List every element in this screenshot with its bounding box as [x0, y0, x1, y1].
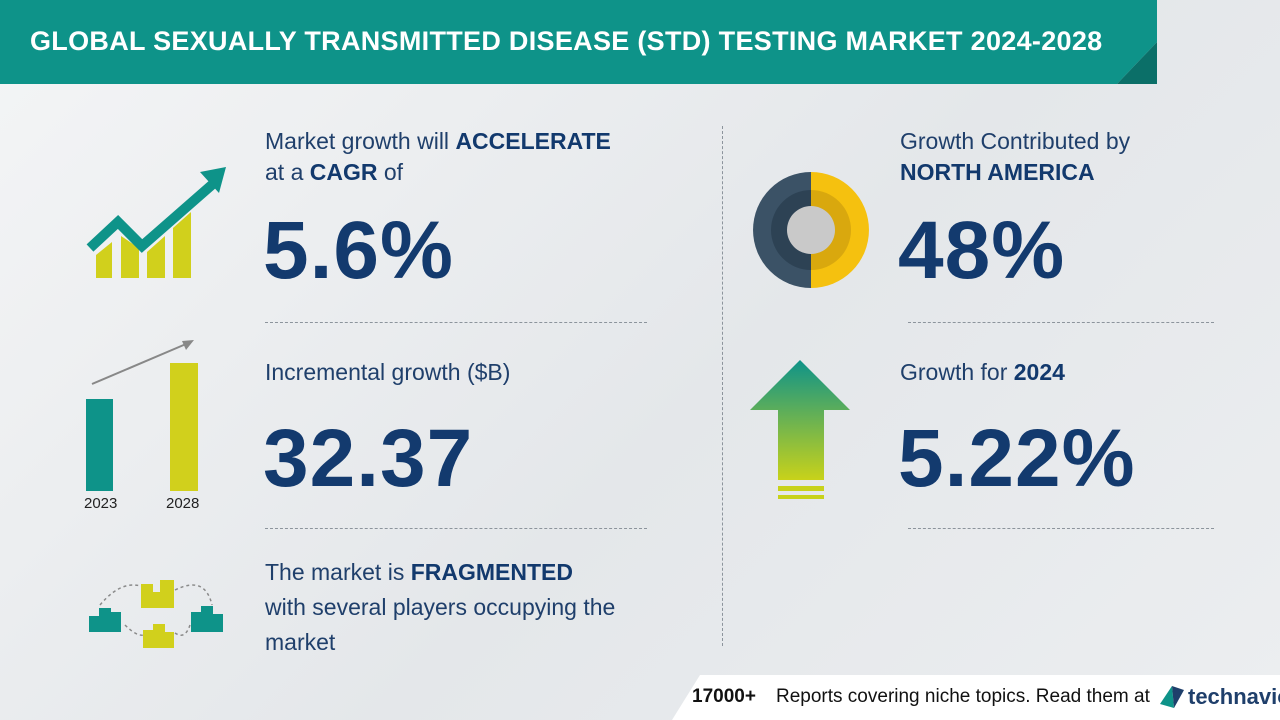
cagr-line2: at a CAGR of [265, 159, 404, 185]
incremental-label: Incremental growth ($B) [265, 359, 511, 385]
growth2024-value: 5.22% [898, 413, 1136, 504]
growth2024-label: Growth for 2024 [900, 359, 1065, 385]
bar-label-2023: 2023 [84, 495, 118, 512]
cagr-line1: Market growth will ACCELERATE [265, 128, 611, 154]
up-arrow-icon [750, 360, 850, 499]
fragmented-line2: with several players occupying the [265, 594, 616, 620]
technavio-logo-icon [1160, 686, 1184, 708]
divider-growth2024 [908, 528, 1214, 529]
technavio-logo[interactable]: technavio [1188, 684, 1280, 709]
cagr-value: 5.6% [263, 205, 454, 296]
buildings-network-icon [89, 580, 223, 648]
footer-text: Reports covering niche topics. Read them… [776, 686, 1150, 707]
bar-comparison-icon [86, 340, 198, 491]
growth-chart-icon [86, 167, 226, 278]
divider-incremental [265, 528, 647, 529]
header-shape [0, 0, 1157, 84]
center-divider [722, 126, 723, 646]
fragmented-line3: market [265, 629, 336, 655]
region-line1: Growth Contributed by [900, 128, 1131, 154]
divider-region [908, 322, 1214, 323]
incremental-value: 32.37 [263, 413, 474, 504]
divider-cagr [265, 322, 647, 323]
footer-count: 17000+ [692, 686, 756, 707]
footer-band [672, 675, 1280, 720]
region-value: 48% [898, 205, 1066, 296]
page-title: GLOBAL SEXUALLY TRANSMITTED DISEASE (STD… [30, 26, 1103, 56]
region-line2: NORTH AMERICA [900, 159, 1095, 185]
donut-chart-icon [753, 172, 869, 288]
fragmented-line1: The market is FRAGMENTED [265, 559, 573, 585]
header-banner: GLOBAL SEXUALLY TRANSMITTED DISEASE (STD… [0, 0, 1280, 84]
bar-label-2028: 2028 [166, 495, 200, 512]
